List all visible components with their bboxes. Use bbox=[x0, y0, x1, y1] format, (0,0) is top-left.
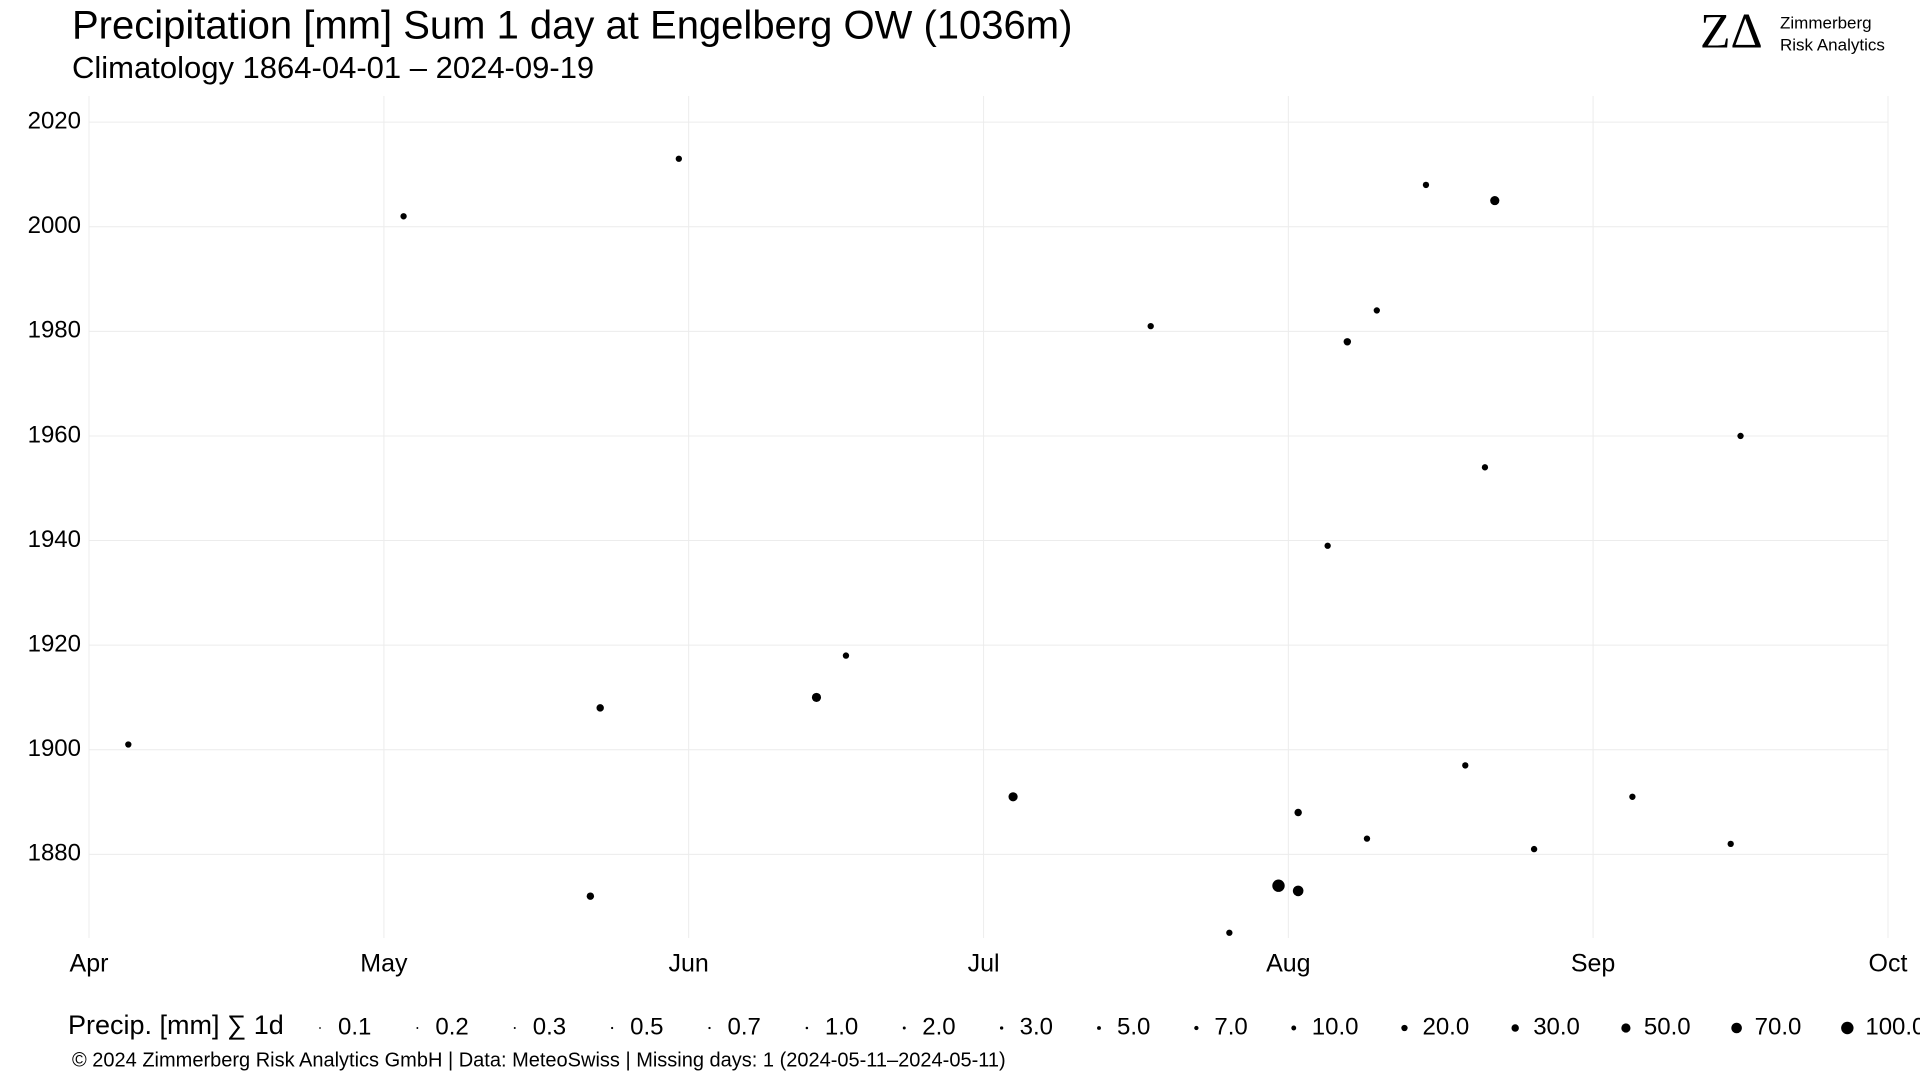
legend-dot bbox=[1511, 1024, 1519, 1032]
legend-label: 5.0 bbox=[1117, 1013, 1150, 1040]
point bbox=[1008, 792, 1018, 802]
legend-dot bbox=[1194, 1025, 1199, 1031]
y-tick-label: 2000 bbox=[28, 212, 81, 239]
point bbox=[1292, 885, 1304, 897]
legend-dot bbox=[805, 1026, 809, 1030]
legend-label: 70.0 bbox=[1755, 1013, 1802, 1040]
x-tick-label: Oct bbox=[1869, 950, 1908, 978]
point bbox=[842, 652, 850, 659]
legend-label: 1.0 bbox=[825, 1013, 858, 1040]
point bbox=[1373, 307, 1380, 314]
legend-label: 2.0 bbox=[922, 1013, 955, 1040]
legend-label: 0.7 bbox=[728, 1013, 761, 1040]
chart-subtitle: Climatology 1864-04-01 – 2024-09-19 bbox=[72, 50, 594, 85]
point bbox=[1727, 840, 1734, 848]
legend-dot bbox=[1841, 1021, 1854, 1035]
x-tick-label: Jul bbox=[968, 950, 1000, 978]
x-tick-label: Jun bbox=[669, 950, 709, 978]
point bbox=[1422, 181, 1430, 189]
legend-dot bbox=[1621, 1023, 1631, 1033]
point bbox=[811, 692, 822, 703]
point bbox=[596, 704, 604, 712]
legend-dot bbox=[416, 1027, 419, 1029]
legend-dot bbox=[513, 1026, 516, 1030]
legend-label: 3.0 bbox=[1020, 1013, 1053, 1040]
legend-dot bbox=[1097, 1026, 1101, 1030]
point bbox=[586, 892, 595, 900]
legend-label: 0.3 bbox=[533, 1013, 566, 1040]
legend-label: 10.0 bbox=[1312, 1013, 1359, 1040]
legend-dot bbox=[999, 1026, 1004, 1030]
point bbox=[1490, 196, 1500, 206]
size-legend-title: Precip. [mm] ∑ 1d bbox=[68, 1010, 284, 1040]
legend-label: 100.0 bbox=[1865, 1013, 1920, 1040]
point bbox=[400, 213, 407, 220]
y-tick-label: 1900 bbox=[28, 735, 81, 762]
legend-label: 7.0 bbox=[1214, 1013, 1247, 1040]
y-tick-label: 1880 bbox=[28, 840, 81, 867]
y-tick-label: 1980 bbox=[28, 317, 81, 344]
point bbox=[1147, 322, 1154, 330]
y-tick-label: 1920 bbox=[28, 630, 81, 657]
point bbox=[1294, 808, 1302, 817]
legend-label: 30.0 bbox=[1533, 1013, 1580, 1040]
legend-label: 50.0 bbox=[1644, 1013, 1691, 1040]
point bbox=[1343, 338, 1352, 346]
point bbox=[1737, 432, 1744, 440]
legend-dot bbox=[611, 1026, 614, 1030]
y-tick-label: 1940 bbox=[28, 526, 81, 553]
point bbox=[1226, 929, 1233, 936]
legend-label: 0.1 bbox=[338, 1013, 371, 1040]
point bbox=[1462, 762, 1469, 769]
legend-dot bbox=[902, 1026, 906, 1030]
x-tick-label: Sep bbox=[1571, 950, 1615, 978]
point bbox=[125, 741, 132, 748]
y-tick-label: 1960 bbox=[28, 421, 81, 448]
caption: © 2024 Zimmerberg Risk Analytics GmbH | … bbox=[72, 1049, 1006, 1071]
legend-dot bbox=[319, 1027, 321, 1029]
legend-label: 0.5 bbox=[630, 1013, 663, 1040]
x-tick-label: Aug bbox=[1266, 950, 1310, 978]
point bbox=[675, 155, 682, 162]
point bbox=[1481, 464, 1489, 471]
legend-label: 20.0 bbox=[1422, 1013, 1469, 1040]
logo-tagline: Risk Analytics bbox=[1780, 35, 1885, 54]
x-tick-label: May bbox=[360, 950, 408, 978]
logo-name: Zimmerberg bbox=[1780, 13, 1872, 32]
legend-dot bbox=[1731, 1022, 1742, 1034]
legend-dot bbox=[1291, 1025, 1297, 1031]
legend-dot bbox=[708, 1026, 711, 1030]
point bbox=[1363, 835, 1371, 842]
y-tick-label: 2020 bbox=[28, 107, 81, 134]
x-tick-label: Apr bbox=[70, 950, 109, 978]
point bbox=[1530, 845, 1538, 853]
point bbox=[1272, 879, 1285, 892]
point bbox=[1629, 793, 1636, 800]
legend-dot bbox=[1401, 1024, 1408, 1032]
chart-title: Precipitation [mm] Sum 1 day at Engelber… bbox=[72, 4, 1072, 48]
logo-mark: ZΔ bbox=[1700, 2, 1763, 58]
point bbox=[1324, 542, 1331, 549]
legend-label: 0.2 bbox=[435, 1013, 468, 1040]
